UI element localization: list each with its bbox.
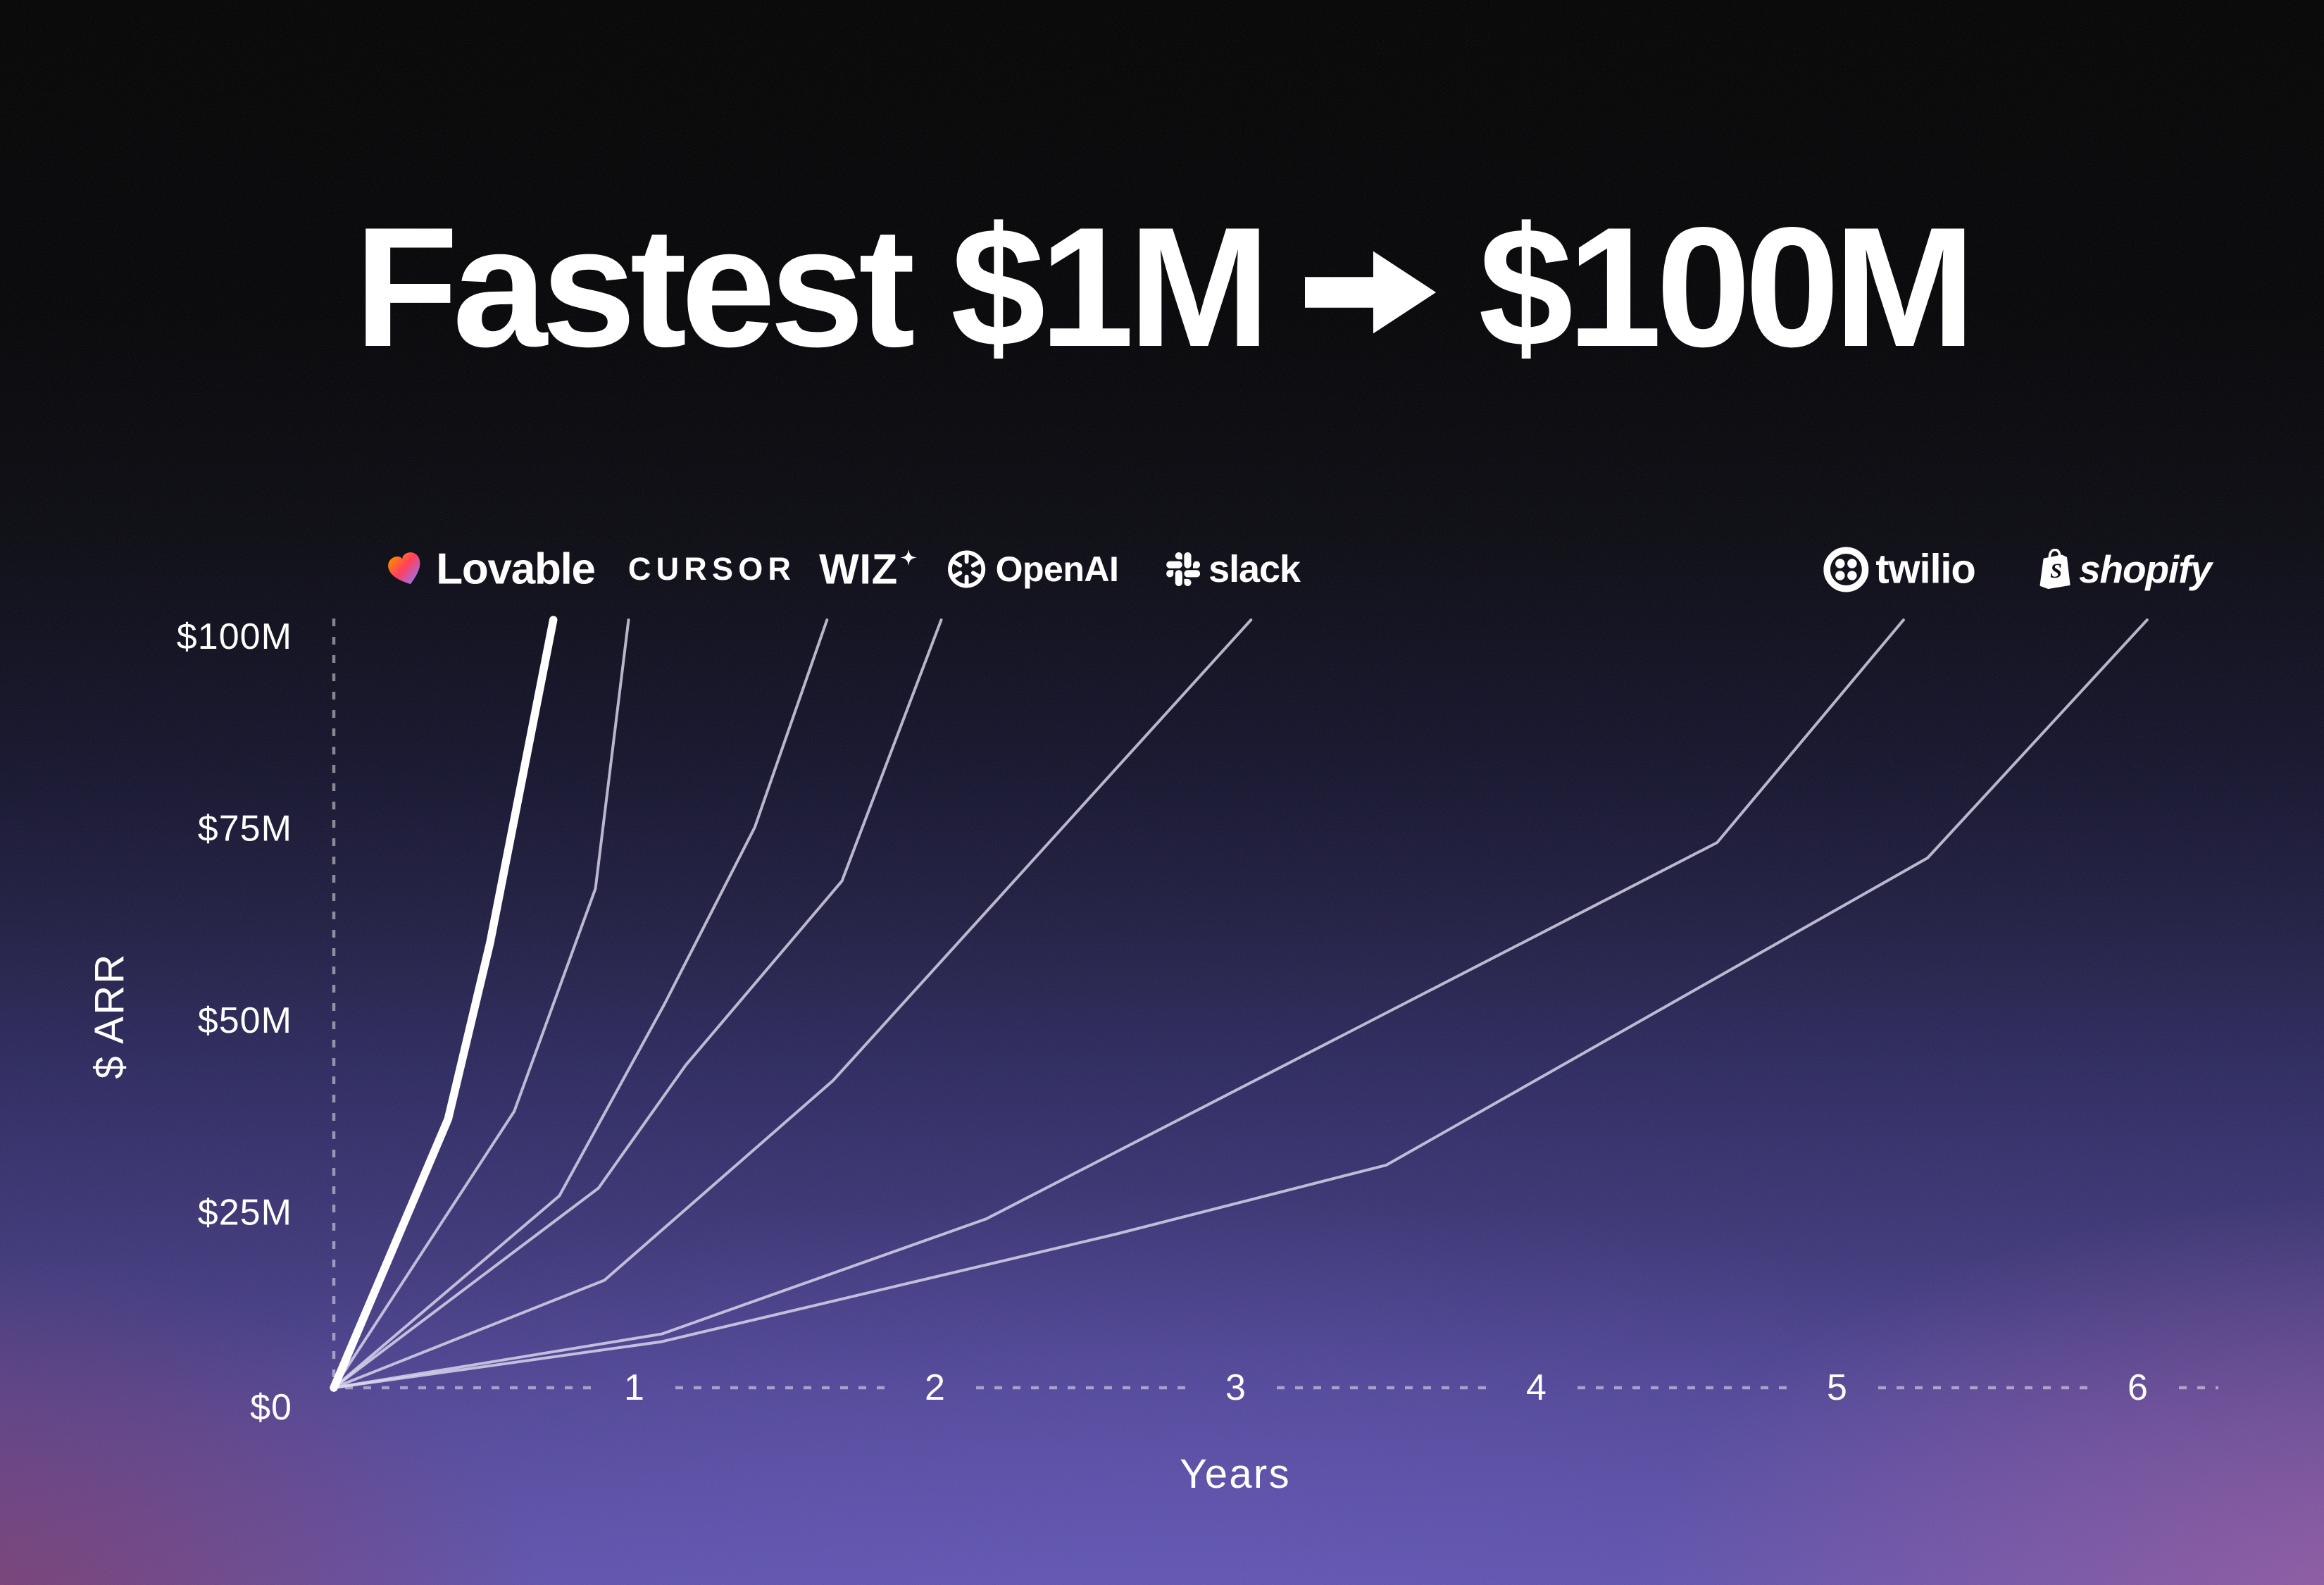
x-tick-label: 2 bbox=[925, 1367, 946, 1408]
x-tick-label: 6 bbox=[2128, 1367, 2149, 1408]
series-line-cursor bbox=[332, 619, 630, 1389]
chart-axes: 1 2 3 4 5 6 $0 $25M $50M $75M $100M bbox=[177, 616, 2218, 1428]
x-tick-label: 3 bbox=[1225, 1367, 1247, 1408]
x-axis-title: Years bbox=[1180, 1451, 1291, 1497]
y-tick-label: $0 bbox=[250, 1387, 292, 1428]
x-tick-label: 4 bbox=[1526, 1367, 1547, 1408]
series-line-openai bbox=[332, 619, 943, 1389]
y-tick-label: $25M bbox=[198, 1193, 292, 1233]
chart-lines bbox=[330, 616, 2149, 1392]
x-tick-label: 5 bbox=[1827, 1367, 1848, 1408]
series-line-lovable bbox=[330, 616, 558, 1392]
y-tick-label: $100M bbox=[177, 616, 292, 657]
y-tick-label: $50M bbox=[198, 1000, 292, 1041]
series-line-shopify bbox=[332, 619, 2149, 1389]
y-tick-label: $75M bbox=[198, 809, 292, 850]
x-tick-label: 1 bbox=[624, 1367, 645, 1408]
y-axis-title: $ ARR bbox=[87, 952, 132, 1079]
